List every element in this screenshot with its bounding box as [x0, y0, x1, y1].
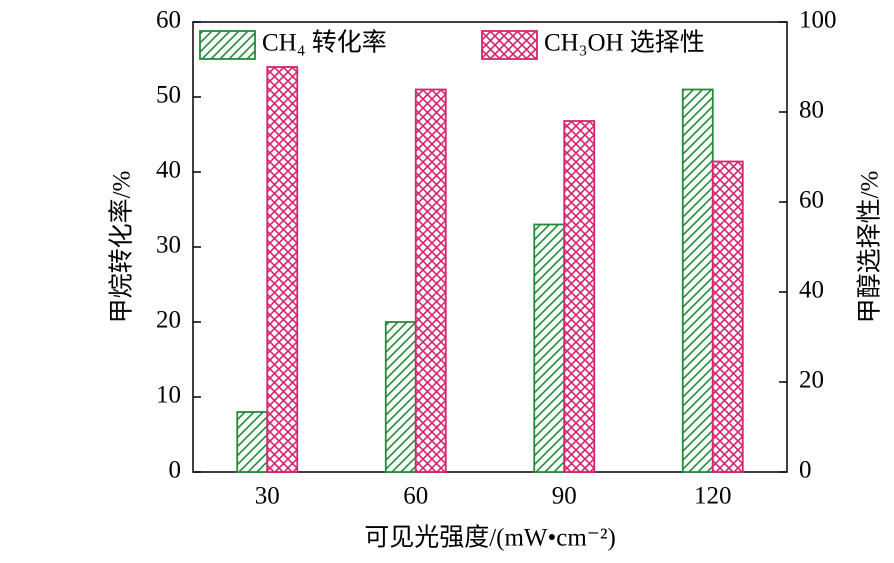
bar [414, 88, 447, 473]
y-tick-label: 40 [156, 157, 181, 184]
y-tick-label: 20 [156, 307, 181, 334]
y-axis-label: 甲烷转化率/% [108, 171, 136, 324]
bar [681, 88, 714, 473]
bar [711, 160, 744, 473]
y2-axis-label: 甲醇选择性/% [856, 171, 884, 324]
x-tick-label: 90 [552, 483, 577, 510]
x-axis-label: 可见光强度/(mW•cm⁻²) [364, 524, 616, 552]
y2-tick-label: 60 [799, 187, 824, 214]
legend-label: CH₄ 转化率 [262, 29, 387, 57]
y-tick-label: 10 [156, 382, 181, 409]
x-tick-label: 60 [403, 483, 428, 510]
y-tick-label: 60 [156, 7, 181, 34]
bar [384, 321, 417, 473]
legend-label: CH₃OH 选择性 [544, 29, 705, 57]
x-tick-label: 30 [255, 483, 280, 510]
bar [533, 223, 566, 473]
y2-tick-label: 20 [799, 367, 824, 394]
y-tick-label: 50 [156, 82, 181, 109]
bar [563, 120, 596, 473]
y2-tick-label: 100 [799, 7, 837, 34]
bar [236, 411, 269, 473]
legend-swatch [199, 30, 256, 60]
bar [266, 66, 299, 473]
y2-tick-label: 40 [799, 277, 824, 304]
x-tick-label: 120 [694, 483, 732, 510]
y-tick-label: 0 [169, 457, 182, 484]
y2-tick-label: 80 [799, 97, 824, 124]
y2-tick-label: 0 [799, 457, 812, 484]
y-tick-label: 30 [156, 232, 181, 259]
legend-swatch [481, 30, 538, 60]
